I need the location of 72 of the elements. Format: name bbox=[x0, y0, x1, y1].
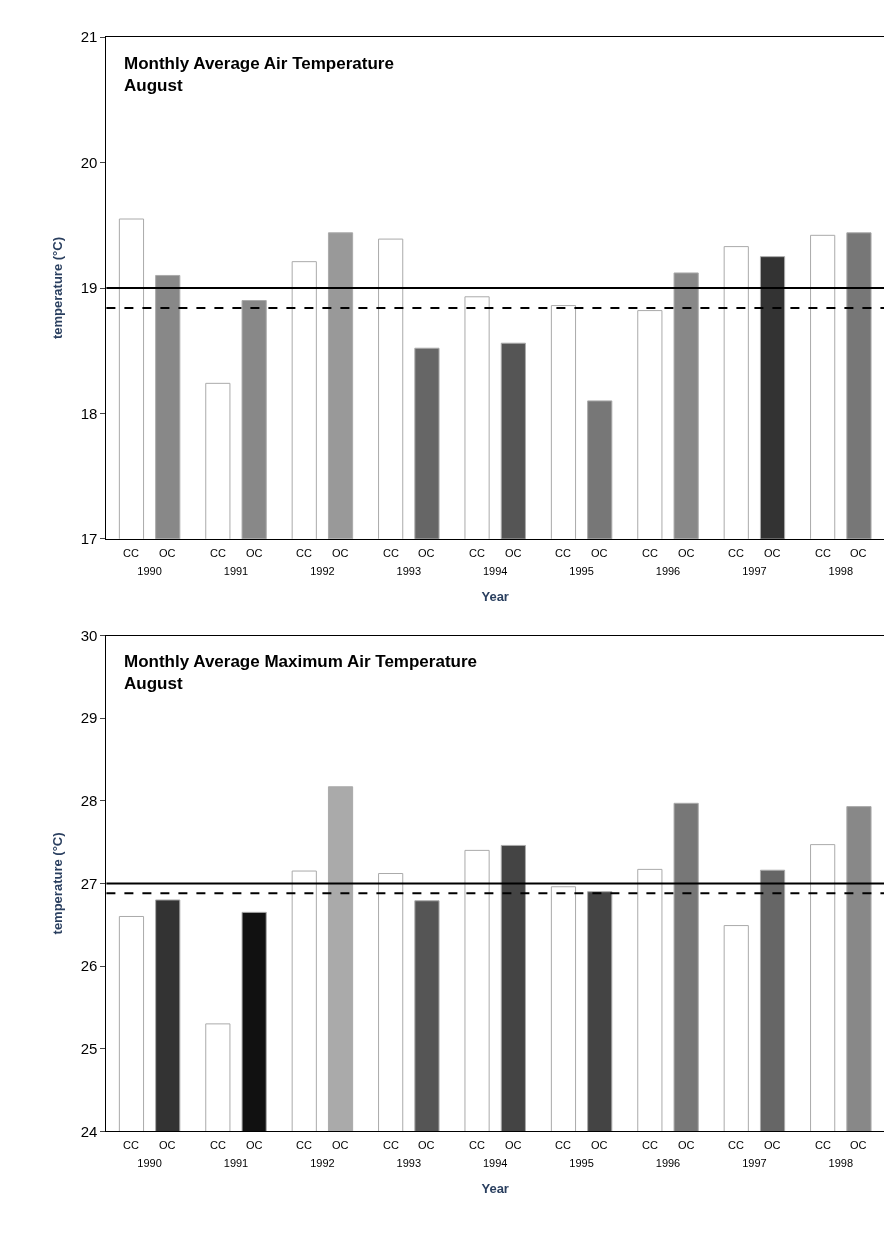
series-label: CC bbox=[555, 1139, 571, 1151]
text: OC bbox=[505, 1139, 522, 1151]
text: Monthly Average Maximum Air Temperature August bbox=[124, 652, 477, 694]
text: OC bbox=[764, 1139, 781, 1151]
text: OC bbox=[678, 547, 695, 559]
y-tick-label: 25 bbox=[80, 1039, 98, 1057]
y-tick-label: 21 bbox=[80, 28, 98, 46]
text: CC bbox=[815, 547, 831, 559]
text: OC bbox=[591, 547, 608, 559]
text: OC bbox=[764, 547, 781, 559]
y-tick-label: 28 bbox=[80, 792, 98, 810]
text: OC bbox=[159, 1139, 176, 1151]
text: OC bbox=[246, 1139, 263, 1151]
x-tick-label: 1991 bbox=[223, 1157, 249, 1170]
y-tick-label: 17 bbox=[80, 530, 98, 548]
text: CC bbox=[210, 547, 226, 559]
x-tick-label: 1992 bbox=[310, 565, 335, 578]
x-tick-label: 1990 bbox=[137, 565, 162, 578]
x-tick-label: 1993 bbox=[396, 1157, 422, 1170]
text: CC bbox=[642, 1139, 658, 1151]
y-tick-label: 26 bbox=[80, 957, 98, 975]
series-label: CC bbox=[555, 547, 571, 559]
text: OC bbox=[332, 1139, 349, 1151]
x-tick-label: 1990 bbox=[137, 1157, 162, 1170]
y-axis-title: temperature (°C) bbox=[49, 237, 65, 339]
text: CC bbox=[728, 547, 744, 559]
text: OC bbox=[332, 547, 349, 559]
text: CC bbox=[642, 547, 658, 559]
text: CC bbox=[728, 1139, 744, 1151]
text: OC bbox=[505, 547, 522, 559]
text: OC bbox=[850, 547, 867, 559]
x-axis-title: Year bbox=[481, 1181, 509, 1197]
x-tick-label: 1994 bbox=[482, 565, 508, 578]
text: CC bbox=[123, 1139, 139, 1151]
text: CC bbox=[383, 1139, 399, 1151]
x-tick-label: 1992 bbox=[310, 1157, 335, 1170]
text: Monthly Average Air Temperature August bbox=[124, 54, 394, 96]
text: CC bbox=[383, 547, 399, 559]
text: CC bbox=[296, 547, 312, 559]
text: CC bbox=[469, 1139, 485, 1151]
text: OC bbox=[678, 1139, 695, 1151]
series-label: OC bbox=[418, 547, 435, 559]
y-tick-label: 18 bbox=[80, 404, 98, 422]
y-tick-label: 29 bbox=[80, 709, 98, 727]
text: OC bbox=[246, 547, 263, 559]
y-tick-label: 24 bbox=[80, 1122, 98, 1140]
text: OC bbox=[159, 547, 176, 559]
x-tick-label: 1995 bbox=[569, 1157, 594, 1170]
x-tick-label: 1993 bbox=[396, 565, 422, 578]
text: CC bbox=[815, 1139, 831, 1151]
y-axis-title: temperature (°C) bbox=[49, 832, 65, 935]
text: CC bbox=[469, 547, 485, 559]
text: CC bbox=[210, 1139, 226, 1151]
y-tick-label: 19 bbox=[80, 279, 98, 297]
y-tick-label: 30 bbox=[80, 626, 98, 644]
x-tick-label: 1998 bbox=[828, 565, 854, 578]
x-tick-label: 1997 bbox=[742, 565, 767, 578]
text: OC bbox=[850, 1139, 867, 1151]
x-tick-label: 1991 bbox=[223, 565, 249, 578]
x-axis-title: Year bbox=[481, 588, 509, 604]
text: CC bbox=[123, 547, 139, 559]
x-tick-label: 1995 bbox=[569, 565, 594, 578]
x-tick-label: 1996 bbox=[655, 1157, 681, 1170]
x-tick-label: 1998 bbox=[828, 1157, 854, 1170]
x-tick-label: 1996 bbox=[655, 565, 681, 578]
text: OC bbox=[591, 1139, 608, 1151]
y-tick-label: 27 bbox=[80, 874, 98, 892]
x-tick-label: 1994 bbox=[482, 1157, 508, 1170]
x-tick-label: 1997 bbox=[742, 1157, 767, 1170]
y-tick-label: 20 bbox=[80, 153, 98, 171]
series-label: OC bbox=[418, 1139, 435, 1151]
text: CC bbox=[296, 1139, 312, 1151]
